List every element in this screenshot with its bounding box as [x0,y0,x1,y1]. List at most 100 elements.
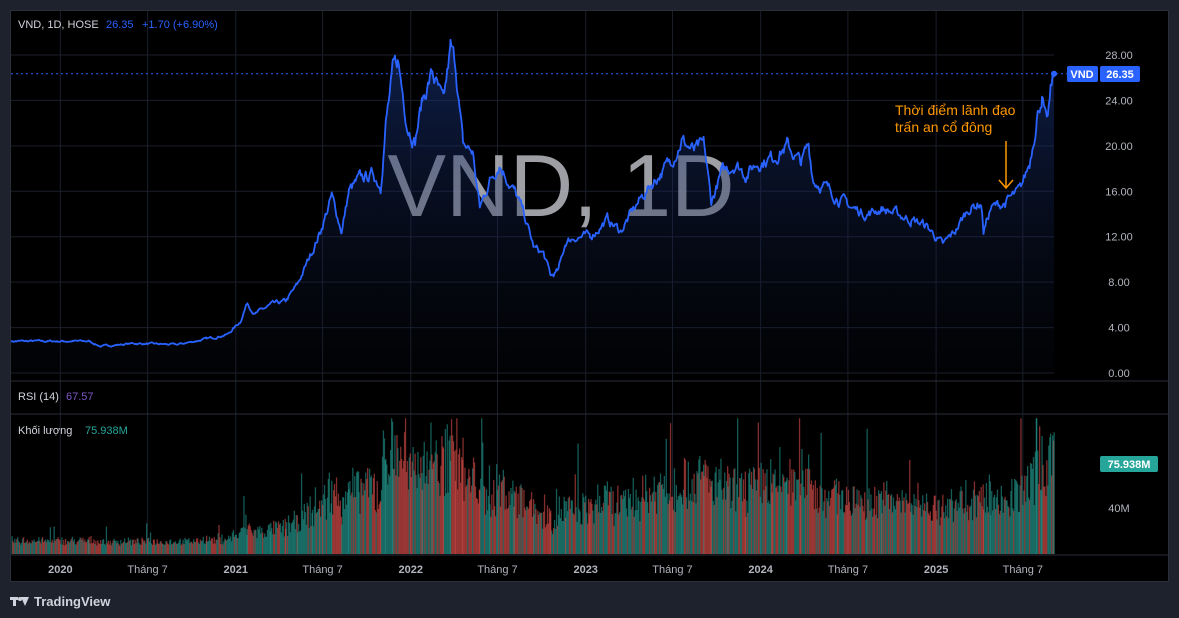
volume-bar [702,471,704,554]
volume-bar [475,498,478,554]
volume-bar [496,490,499,554]
volume-bar [523,490,525,554]
volume-bar [492,509,494,554]
volume-bar [770,459,772,554]
volume-bar [189,543,191,554]
volume-bar [44,539,47,554]
volume-bar [783,476,785,554]
volume-bar [723,487,725,554]
volume-bar [669,500,671,554]
volume-bar [1003,499,1005,554]
volume-bar [415,475,417,554]
volume-bar [486,510,489,554]
volume-bar [148,541,151,554]
volume-bar [743,498,746,554]
volume-bar [85,542,87,554]
volume-bar [654,501,656,554]
volume-bar [201,540,203,554]
volume-bar [758,467,760,554]
volume-bar [762,469,764,554]
volume-bar [15,542,17,554]
volume-bar [216,539,218,554]
volume-bar [940,517,942,554]
volume-bar [261,528,263,554]
volume-bar [635,489,637,554]
volume-bar [808,454,810,554]
volume-bar [155,543,157,554]
volume-bar [682,489,685,554]
volume-label[interactable]: Khối lượng [18,425,72,437]
volume-bar [670,496,673,554]
volume-bar [277,521,280,554]
volume-bar [862,505,864,554]
volume-bar [789,459,791,554]
volume-bar [124,538,126,554]
volume-bar [929,511,931,554]
volume-bar [664,496,666,554]
volume-bar [726,481,728,554]
rsi-label[interactable]: RSI (14) [18,391,59,403]
volume-bar [154,544,156,554]
price-tick-1: 4.00 [1108,323,1129,335]
volume-bar [321,500,323,554]
volume-bars [11,418,1055,554]
volume-bar [270,522,272,554]
volume-bar [753,468,756,554]
volume-bar [369,477,372,554]
volume-bar [550,510,552,554]
volume-bar [158,544,160,554]
volume-bar [771,492,773,554]
volume-bar [106,543,108,554]
volume-bar [472,457,475,554]
volume-bar [285,528,287,554]
last-price-dot [1051,70,1057,77]
volume-bar [999,510,1001,554]
volume-bar [93,539,95,554]
volume-bar [113,538,115,554]
tradingview-footer[interactable]: TradingView [10,592,110,610]
volume-bar [142,539,144,554]
volume-bar [890,494,893,554]
volume-bar [563,497,565,554]
volume-bar [267,525,270,554]
volume-bar [401,458,403,554]
volume-bar [778,485,780,554]
chart[interactable]: VND, 1D 0.004.008.0012.0016.0020.0024.00… [10,11,1168,581]
volume-bar [437,481,439,554]
volume-bar [368,497,370,554]
volume-bar [966,511,968,554]
volume-bar [167,543,169,554]
volume-bar [886,481,888,554]
volume-bar [345,504,348,554]
volume-bar [884,505,886,554]
volume-bar [238,533,240,554]
volume-bar [29,542,31,554]
volume-bar [834,485,837,554]
volume-bar [817,512,819,554]
volume-bar [34,541,36,554]
volume-bar [951,500,954,554]
volume-bar [26,539,28,554]
volume-bar [995,497,998,554]
volume-bar [512,480,514,554]
volume-bar [606,481,608,554]
volume-bar [979,502,981,554]
symbol-legend[interactable]: VND, 1D, HOSE [18,19,99,31]
volume-bar [904,512,906,554]
last-price-legend: 26.35 [106,19,134,31]
volume-bar [1024,475,1026,554]
volume-bar [387,484,389,554]
volume-bar [498,474,501,554]
volume-bar [443,496,445,554]
volume-bar [436,454,438,554]
volume-bar [275,521,277,554]
volume-bar [65,538,67,554]
volume-bar [373,473,375,554]
volume-bar [1052,435,1054,554]
volume-bar [509,505,511,554]
volume-bar [331,480,333,554]
volume-bar [985,482,988,554]
volume-bar [909,460,911,554]
volume-bar [103,543,106,554]
volume-bar [541,512,543,554]
